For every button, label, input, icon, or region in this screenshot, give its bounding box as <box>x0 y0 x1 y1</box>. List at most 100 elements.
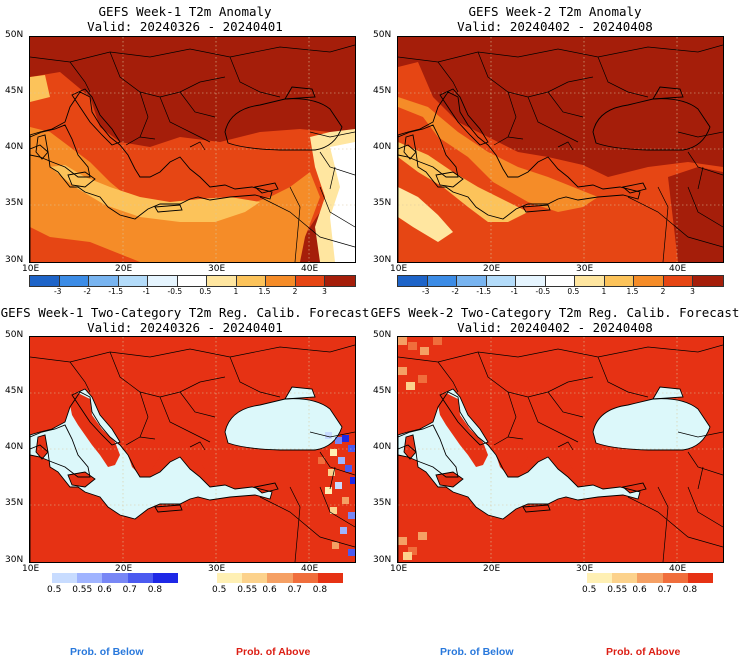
prob-colorbar-swatch <box>317 573 343 583</box>
longitude-label: 20E <box>115 264 133 274</box>
longitude-label: 20E <box>483 264 501 274</box>
colorbar-tick-label: -0.5 <box>535 287 551 296</box>
week2-anomaly-map <box>397 36 724 263</box>
longitude-label: 10E <box>390 264 408 274</box>
prob-colorbar-tick-label: 0.8 <box>682 585 698 595</box>
anomaly-field <box>30 37 355 262</box>
latitude-label: 35N <box>373 498 392 508</box>
colorbar-swatch <box>398 276 428 286</box>
longitude-label: 40E <box>669 564 687 574</box>
panel2-valid: Valid: 20240402 - 20240408 <box>457 19 653 34</box>
probability-field <box>398 337 723 562</box>
colorbar-swatch <box>575 276 605 286</box>
prob-colorbar-swatch <box>242 573 268 583</box>
colorbar-swatch <box>295 276 326 286</box>
colorbar-tick-label: 0.5 <box>567 287 580 296</box>
colorbar-swatch <box>486 276 517 286</box>
latitude-label: 30N <box>5 555 24 565</box>
latitude-label: 50N <box>373 330 392 340</box>
prob-below-label-week2: Prob. of Below <box>440 646 514 658</box>
prob-colorbar-tick-label: 0.55 <box>607 585 628 595</box>
prob-colorbar-swatch <box>587 573 613 583</box>
longitude-label: 30E <box>576 264 594 274</box>
prob-colorbar-swatch <box>102 573 128 583</box>
colorbar-tick-label: 2 <box>292 287 298 296</box>
prob-colorbar-tick-label: 0.7 <box>122 585 137 595</box>
colorbar-swatch <box>457 276 487 286</box>
latitude-label: 50N <box>5 30 24 40</box>
colorbar-tick-label: -2 <box>451 287 459 296</box>
colorbar-swatch <box>177 276 208 286</box>
prob-colorbar-tick-label: 0.55 <box>237 585 258 595</box>
gridlines <box>30 337 355 562</box>
colorbar-tick-label: 3 <box>322 287 327 296</box>
prob-colorbar-swatch <box>267 573 293 583</box>
prob-colorbar-tick-label: 0.7 <box>657 585 672 595</box>
latitude-label: 35N <box>5 498 24 508</box>
colorbar-tick-label: -1.5 <box>476 287 492 296</box>
colorbar-tick-label: -3 <box>53 287 62 296</box>
prob-below-label-week1: Prob. of Below <box>70 646 144 658</box>
colorbar-swatch <box>545 276 576 286</box>
latitude-label: 40N <box>5 442 24 452</box>
prob-colorbar-swatch <box>662 573 688 583</box>
colorbar-swatch <box>59 276 90 286</box>
colorbar-tick-label: 3 <box>690 287 695 296</box>
colorbar-swatch <box>148 276 178 286</box>
prob-colorbar-tick-label: 0.6 <box>262 585 277 595</box>
anomaly-colorbar-week2 <box>397 275 724 287</box>
anomaly-field <box>398 37 723 262</box>
colorbar-swatch <box>207 276 237 286</box>
prob-colorbar-tick-label: 0.5 <box>47 585 62 595</box>
gridlines <box>398 337 723 562</box>
colorbar-swatch <box>634 276 664 286</box>
colorbar-tick-label: -3 <box>421 287 430 296</box>
panel3-valid: Valid: 20240326 - 20240401 <box>87 320 283 335</box>
colorbar-swatch <box>663 276 694 286</box>
colorbar-tick-label: -1.5 <box>108 287 124 296</box>
colorbar-swatch <box>516 276 546 286</box>
prob-colorbar-swatch <box>687 573 713 583</box>
colorbar-tick-label: -1 <box>510 287 519 296</box>
latitude-label: 35N <box>373 198 392 208</box>
colorbar-tick-label: 1.5 <box>258 287 271 296</box>
prob-colorbar-tick-label: 0.5 <box>212 585 227 595</box>
latitude-label: 40N <box>373 442 392 452</box>
colorbar-swatch <box>693 276 723 286</box>
prob-colorbar-tick-label: 0.6 <box>632 585 647 595</box>
colorbar-tick-label: 1.5 <box>626 287 639 296</box>
panel2-title: GEFS Week-2 T2m Anomaly <box>468 4 642 19</box>
colorbar-tick-label: 1 <box>233 287 239 296</box>
longitude-label: 10E <box>390 564 408 574</box>
colorbar-tick-label: 1 <box>601 287 607 296</box>
longitude-label: 30E <box>576 564 594 574</box>
prob-colorbar-swatch <box>52 573 78 583</box>
week1-probability-map <box>29 336 356 563</box>
latitude-label: 50N <box>373 30 392 40</box>
colorbar-swatch <box>89 276 119 286</box>
coastlines-borders <box>398 344 723 562</box>
latitude-label: 50N <box>5 330 24 340</box>
latitude-label: 30N <box>373 555 392 565</box>
longitude-label: 10E <box>22 564 40 574</box>
colorbar-swatch <box>325 276 355 286</box>
prob-above-colorbar-week1 <box>217 573 343 583</box>
coastlines-borders <box>398 44 723 262</box>
prob-colorbar-tick-label: 0.55 <box>72 585 93 595</box>
longitude-label: 30E <box>208 564 226 574</box>
probability-field <box>30 337 355 562</box>
prob-colorbar-swatch <box>292 573 318 583</box>
week2-probability-map <box>397 336 724 563</box>
prob-above-colorbar-week2 <box>587 573 713 583</box>
colorbar-swatch <box>236 276 267 286</box>
prob-colorbar-swatch <box>127 573 153 583</box>
latitude-label: 45N <box>373 386 392 396</box>
gridlines <box>30 37 355 262</box>
colorbar-swatch <box>266 276 296 286</box>
gridlines <box>398 37 723 262</box>
prob-above-label-week1: Prob. of Above <box>236 646 311 658</box>
colorbar-tick-label: 0.5 <box>199 287 212 296</box>
panel1-title: GEFS Week-1 T2m Anomaly <box>98 4 272 19</box>
longitude-label: 30E <box>208 264 226 274</box>
colorbar-swatch <box>427 276 458 286</box>
